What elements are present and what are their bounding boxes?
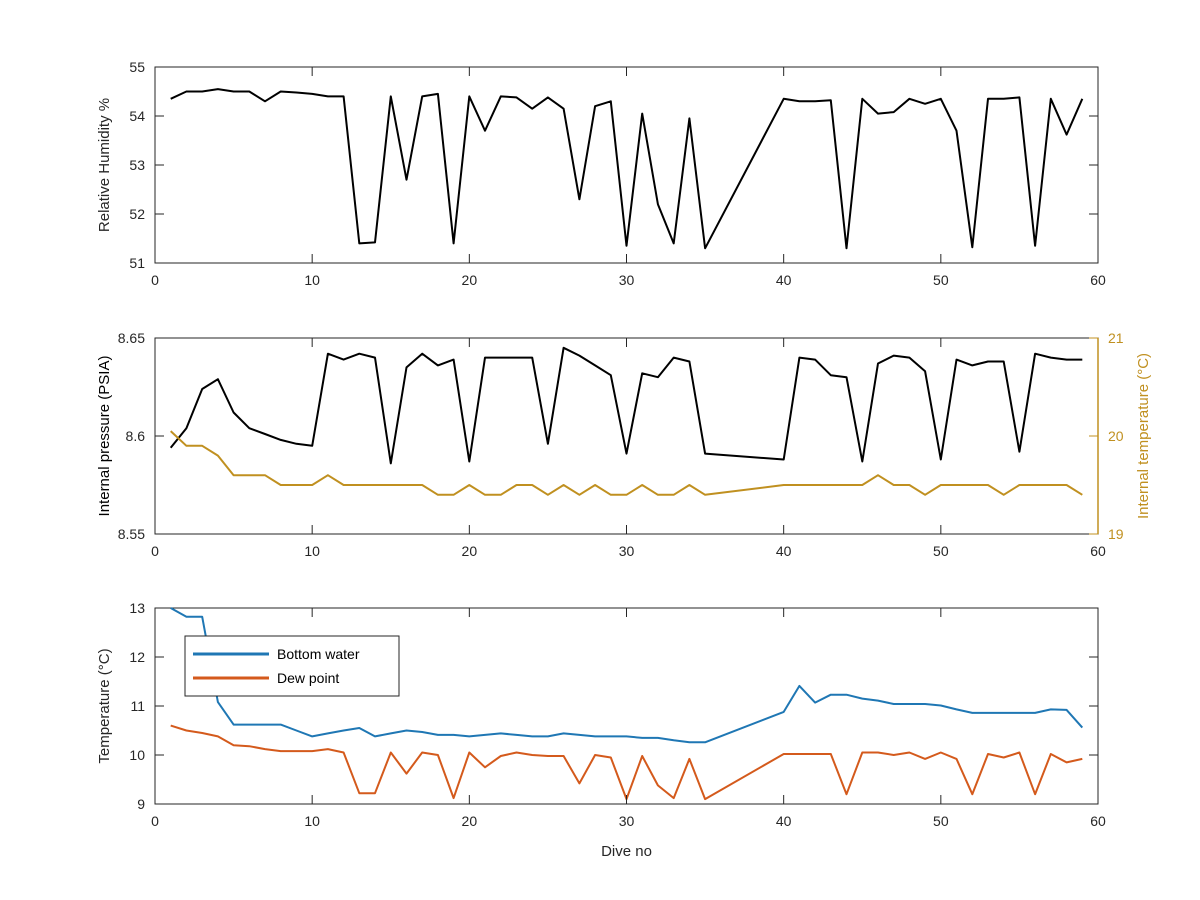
panel-bottom: 0 10 20 30 40 50 60 9 10 11 12 13 Temperature (°C) Di… — [96, 600, 1106, 860]
y-tick-label: 10 — [129, 747, 145, 763]
x-tick-label: 40 — [776, 272, 792, 288]
x-tick-label: 60 — [1090, 272, 1106, 288]
x-tick-label: 40 — [776, 813, 792, 829]
y-axis-label: Relative Humidity % — [96, 98, 113, 232]
series-line-bottom-water — [170, 607, 1084, 744]
legend: Bottom water Dew point — [184, 635, 400, 697]
y-tick-label: 8.6 — [126, 428, 146, 444]
axes-box — [154, 337, 1099, 535]
panel-top: 0 10 20 30 40 50 60 51 52 53 54 55 Relative Humidity… — [96, 59, 1106, 288]
y-tick-label: 8.65 — [118, 330, 145, 346]
x-tick-label: 50 — [933, 543, 949, 559]
x-tick-label: 10 — [304, 813, 320, 829]
legend-box — [184, 635, 400, 697]
y-tick-label: 54 — [129, 108, 145, 124]
x-tick-label: 0 — [151, 272, 159, 288]
x-tick-label: 10 — [304, 272, 320, 288]
x-tick-label: 20 — [462, 813, 478, 829]
x-tick-label: 30 — [619, 272, 635, 288]
y-tick-label: 55 — [129, 59, 145, 75]
y-tick-label: 52 — [129, 206, 145, 222]
legend-label: Bottom water — [277, 646, 360, 662]
axes-box — [154, 66, 1099, 264]
x-tick-label: 10 — [304, 543, 320, 559]
series-line-right-1 — [170, 430, 1083, 496]
y-tick-label: 53 — [129, 157, 145, 173]
x-tick-label: 60 — [1090, 813, 1106, 829]
x-tick-label: 0 — [151, 543, 159, 559]
y-tick-label: 9 — [137, 796, 145, 812]
legend-label: Dew point — [277, 670, 339, 686]
panel-middle: 0 10 20 30 40 50 60 8.55 8.6 8.65 19 20 21 Internal t… — [96, 330, 1152, 559]
y-right-tick-label: 19 — [1108, 526, 1124, 542]
x-tick-label: 30 — [619, 543, 635, 559]
series-line-main-0 — [170, 88, 1084, 250]
series-line-dew-point — [170, 724, 1083, 801]
y-tick-label: 12 — [129, 649, 145, 665]
x-tick-label: 20 — [462, 543, 478, 559]
y-tick-label: 51 — [129, 255, 145, 271]
x-axis-label: Dive no — [601, 843, 652, 860]
y-axis-label: Temperature (°C) — [96, 648, 113, 763]
y-tick-label: 11 — [130, 698, 145, 714]
y-tick-label: 13 — [129, 600, 145, 616]
x-tick-label: 50 — [933, 272, 949, 288]
y-right-axis-label: Internal temperature (°C) — [1135, 353, 1152, 519]
x-tick-label: 50 — [933, 813, 949, 829]
y-right-tick-label: 20 — [1108, 428, 1124, 444]
x-tick-label: 60 — [1090, 543, 1106, 559]
x-tick-label: 20 — [462, 272, 478, 288]
y-tick-label: 8.55 — [118, 526, 145, 542]
y-axis-label: Internal pressure (PSIA) — [96, 356, 113, 517]
x-tick-label: 0 — [151, 813, 159, 829]
x-tick-label: 40 — [776, 543, 792, 559]
x-tick-label: 30 — [619, 813, 635, 829]
series-line-left-0 — [169, 346, 1083, 465]
y-right-tick-label: 21 — [1108, 330, 1124, 346]
